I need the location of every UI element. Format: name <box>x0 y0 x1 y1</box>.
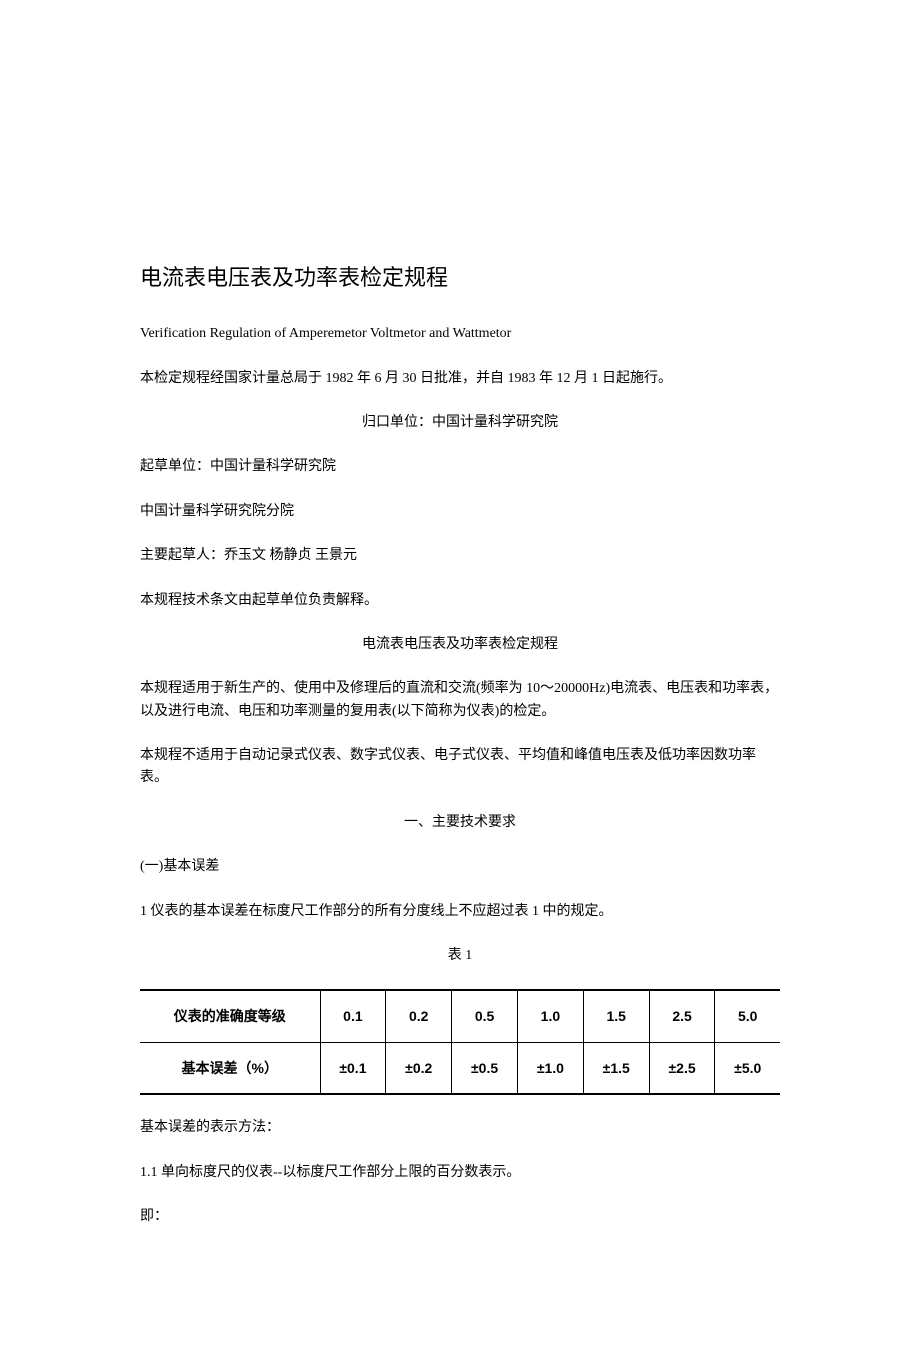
draft-unit: 起草单位：中国计量科学研究院 <box>140 456 780 478</box>
table-cell: 1.5 <box>583 990 649 1042</box>
inner-title: 电流表电压表及功率表检定规程 <box>140 634 780 656</box>
table-cell: 1.0 <box>517 990 583 1042</box>
doc-subtitle-en: Verification Regulation of Amperemetor V… <box>140 323 780 345</box>
drafters: 主要起草人：乔玉文 杨静贞 王景元 <box>140 545 780 567</box>
table-row: 基本误差（%） ±0.1 ±0.2 ±0.5 ±1.0 ±1.5 ±2.5 ±5… <box>140 1042 780 1094</box>
table-cell: 0.5 <box>452 990 518 1042</box>
ie-label: 即： <box>140 1206 780 1228</box>
table-cell: ±2.5 <box>649 1042 715 1094</box>
scope-2: 本规程不适用于自动记录式仪表、数字式仪表、电子式仪表、平均值和峰值电压表及低功率… <box>140 745 780 790</box>
table-cell: ±5.0 <box>715 1042 780 1094</box>
table-cell: ±0.2 <box>386 1042 452 1094</box>
subsection-1: (一)基本误差 <box>140 856 780 878</box>
doc-title: 电流表电压表及功率表检定规程 <box>140 260 780 295</box>
table-cell: ±0.1 <box>320 1042 386 1094</box>
after-table-note: 基本误差的表示方法： <box>140 1117 780 1139</box>
table-1-caption: 表 1 <box>140 945 780 967</box>
scope-1: 本规程适用于新生产的、使用中及修理后的直流和交流(频率为 10～20000Hz)… <box>140 678 780 723</box>
clause-1: 1 仪表的基本误差在标度尺工作部分的所有分度线上不应超过表 1 中的规定。 <box>140 901 780 923</box>
approval-text: 本检定规程经国家计量总局于 1982 年 6 月 30 日批准，并自 1983 … <box>140 368 780 390</box>
table-row: 仪表的准确度等级 0.1 0.2 0.5 1.0 1.5 2.5 5.0 <box>140 990 780 1042</box>
table-1: 仪表的准确度等级 0.1 0.2 0.5 1.0 1.5 2.5 5.0 基本误… <box>140 989 780 1095</box>
section-1-heading: 一、主要技术要求 <box>140 812 780 834</box>
table-cell: 0.2 <box>386 990 452 1042</box>
table-cell: 0.1 <box>320 990 386 1042</box>
table-cell: 5.0 <box>715 990 780 1042</box>
table-cell: 2.5 <box>649 990 715 1042</box>
table-cell: ±1.0 <box>517 1042 583 1094</box>
table-row-label: 基本误差（%） <box>140 1042 320 1094</box>
branch-unit: 中国计量科学研究院分院 <box>140 501 780 523</box>
manage-unit: 归口单位：中国计量科学研究院 <box>140 412 780 434</box>
clause-1-1: 1.1 单向标度尺的仪表--以标度尺工作部分上限的百分数表示。 <box>140 1162 780 1184</box>
table-header-label: 仪表的准确度等级 <box>140 990 320 1042</box>
explain-note: 本规程技术条文由起草单位负责解释。 <box>140 590 780 612</box>
table-cell: ±0.5 <box>452 1042 518 1094</box>
table-cell: ±1.5 <box>583 1042 649 1094</box>
